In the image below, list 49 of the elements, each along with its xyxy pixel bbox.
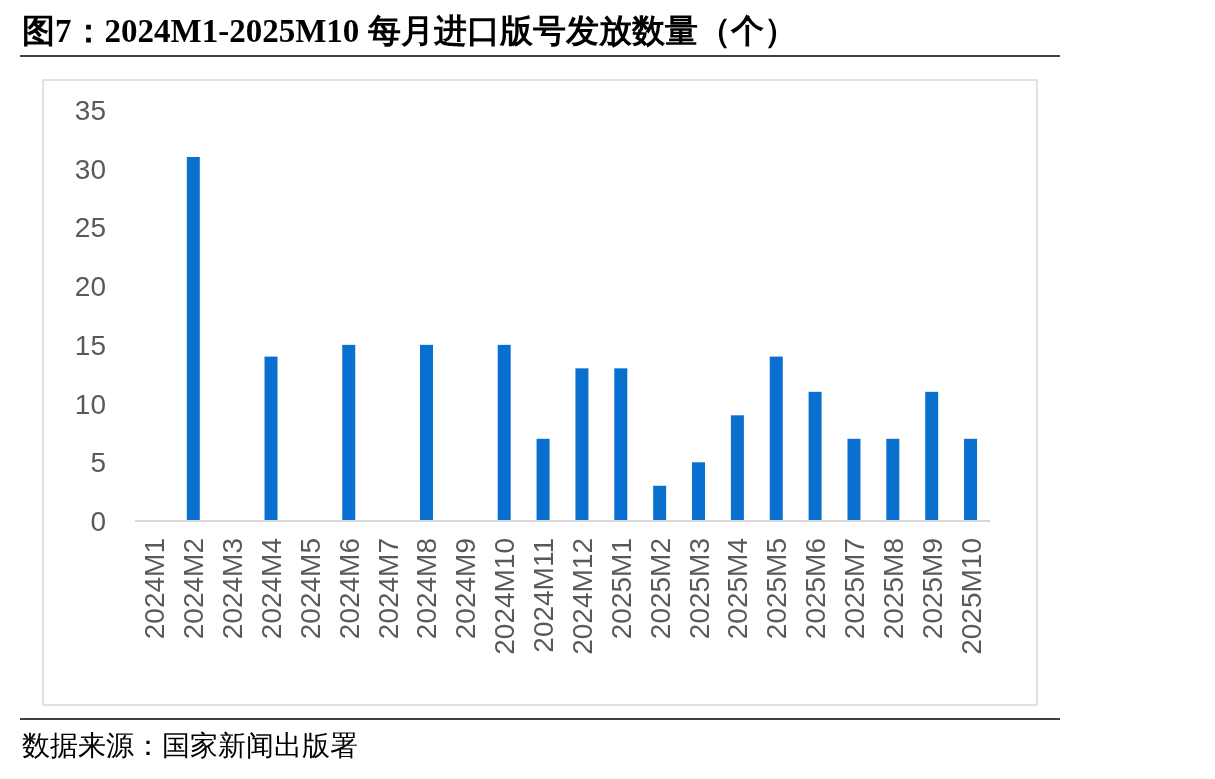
bar (575, 368, 589, 521)
bar (730, 415, 744, 521)
bar (964, 438, 978, 521)
bar (264, 356, 278, 521)
x-tick-label: 2024M8 (411, 538, 443, 640)
y-tick-label: 30 (74, 153, 106, 185)
bar (808, 391, 822, 521)
bar (342, 344, 356, 521)
x-tick-label: 2024M11 (528, 538, 560, 653)
x-tick-label: 2024M12 (566, 538, 598, 655)
bar (769, 356, 783, 521)
x-tick-label: 2024M5 (294, 538, 326, 640)
x-tick-label: 2025M8 (877, 538, 909, 640)
chart-title: 图7：2024M1-2025M10 每月进口版号发放数量（个） (22, 13, 797, 49)
x-tick-label: 2025M5 (761, 538, 793, 640)
x-tick-label: 2024M1 (139, 538, 171, 640)
y-tick-label: 20 (74, 271, 106, 303)
x-tick-label: 2024M7 (372, 538, 404, 640)
x-tick-label: 2024M2 (178, 538, 210, 640)
x-tick-label: 2025M1 (605, 538, 637, 640)
source-note: 数据来源：国家新闻出版署 (22, 730, 358, 761)
x-tick-label: 2025M10 (955, 538, 987, 655)
x-tick-label: 2024M6 (333, 538, 365, 640)
bar (497, 344, 511, 521)
y-tick-label: 15 (74, 329, 106, 361)
bar (925, 391, 939, 521)
x-tick-label: 2025M9 (916, 538, 948, 640)
y-tick-label: 35 (74, 95, 106, 126)
x-tick-label: 2024M4 (256, 538, 288, 640)
bar (614, 368, 628, 521)
bar (847, 438, 861, 521)
y-tick-label: 0 (90, 506, 106, 537)
bar (419, 344, 433, 521)
x-tick-label: 2025M7 (838, 538, 870, 640)
x-tick-label: 2025M2 (644, 538, 676, 640)
x-tick-label: 2024M10 (489, 538, 521, 655)
x-tick-label: 2025M3 (683, 538, 715, 640)
x-tick-label: 2025M4 (722, 538, 754, 640)
y-tick-label: 25 (74, 212, 106, 244)
bar (653, 485, 667, 521)
x-tick-label: 2024M9 (450, 538, 482, 640)
y-tick-label: 10 (74, 388, 106, 420)
bar (186, 156, 200, 521)
x-tick-label: 2025M6 (800, 538, 832, 640)
bar (536, 438, 550, 521)
x-tick-label: 2024M3 (217, 538, 249, 640)
bar (886, 438, 900, 521)
bar (692, 462, 706, 521)
y-tick-label: 5 (90, 447, 106, 479)
